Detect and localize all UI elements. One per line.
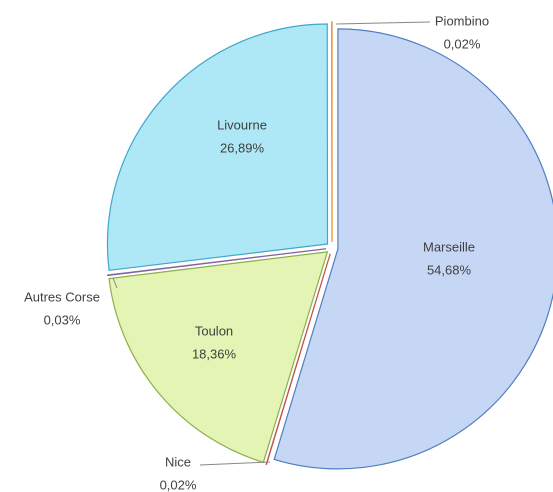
leader-line [112,277,118,289]
slice-label: Marseille [423,239,475,254]
slice-value: 26,89% [220,140,265,155]
leader-line [335,21,431,25]
slice-value: 0,02% [160,477,197,492]
slice-value: 0,02% [444,36,481,51]
leader-line [199,461,271,466]
slice-value: 0,03% [44,312,81,327]
slice-label: Piombino [435,13,489,28]
pie-slice [108,251,329,464]
pie-slice [273,28,553,470]
slice-label: Nice [165,454,191,469]
pie-slice [106,23,329,272]
slice-value: 54,68% [427,262,472,277]
pie-slice [265,253,331,466]
slice-label: Toulon [195,323,233,338]
slice-label: Livourne [217,117,267,132]
pie-slice [106,248,327,277]
slice-value: 18,36% [192,346,237,361]
slice-label: Autres Corse [24,289,100,304]
